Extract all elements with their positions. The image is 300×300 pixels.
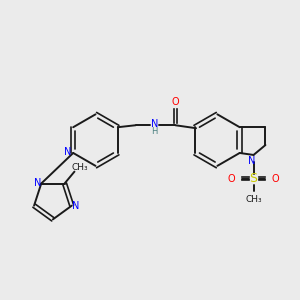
Text: N: N [151, 119, 158, 129]
Text: O: O [228, 174, 236, 184]
Text: O: O [172, 98, 179, 107]
Text: N: N [64, 147, 71, 157]
Text: N: N [248, 156, 255, 166]
Text: H: H [151, 127, 158, 136]
Text: O: O [272, 174, 279, 184]
Text: S: S [250, 172, 257, 185]
Text: CH₃: CH₃ [245, 195, 262, 204]
Text: N: N [72, 201, 80, 211]
Text: N: N [34, 178, 41, 188]
Text: CH₃: CH₃ [71, 163, 88, 172]
